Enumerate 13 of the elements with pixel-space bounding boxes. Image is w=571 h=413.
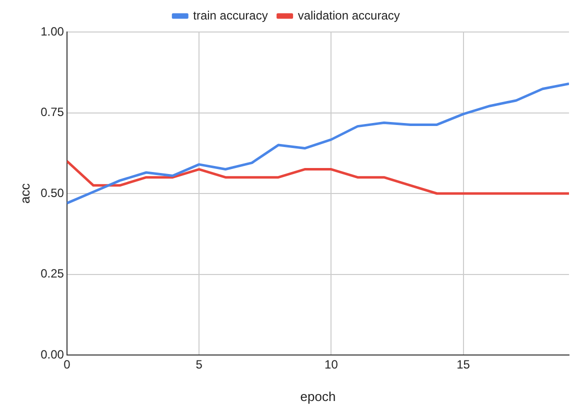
y-tick-label: 0.00: [40, 347, 64, 362]
x-axis-title: epoch: [300, 388, 336, 404]
legend-label: train accuracy: [193, 8, 268, 22]
y-tick-label: 0.75: [40, 105, 64, 120]
legend-label: validation accuracy: [298, 8, 400, 22]
y-tick-label: 1.00: [40, 24, 64, 38]
y-axis-title: acc: [17, 182, 32, 204]
y-tick-label: 0.25: [40, 266, 64, 281]
x-tick-label: 0: [64, 358, 71, 372]
y-tick-label: 0.50: [40, 186, 64, 200]
x-tick-label: 10: [324, 358, 338, 372]
x-tick-label: 15: [456, 358, 470, 372]
x-tick-label: 5: [196, 358, 203, 372]
